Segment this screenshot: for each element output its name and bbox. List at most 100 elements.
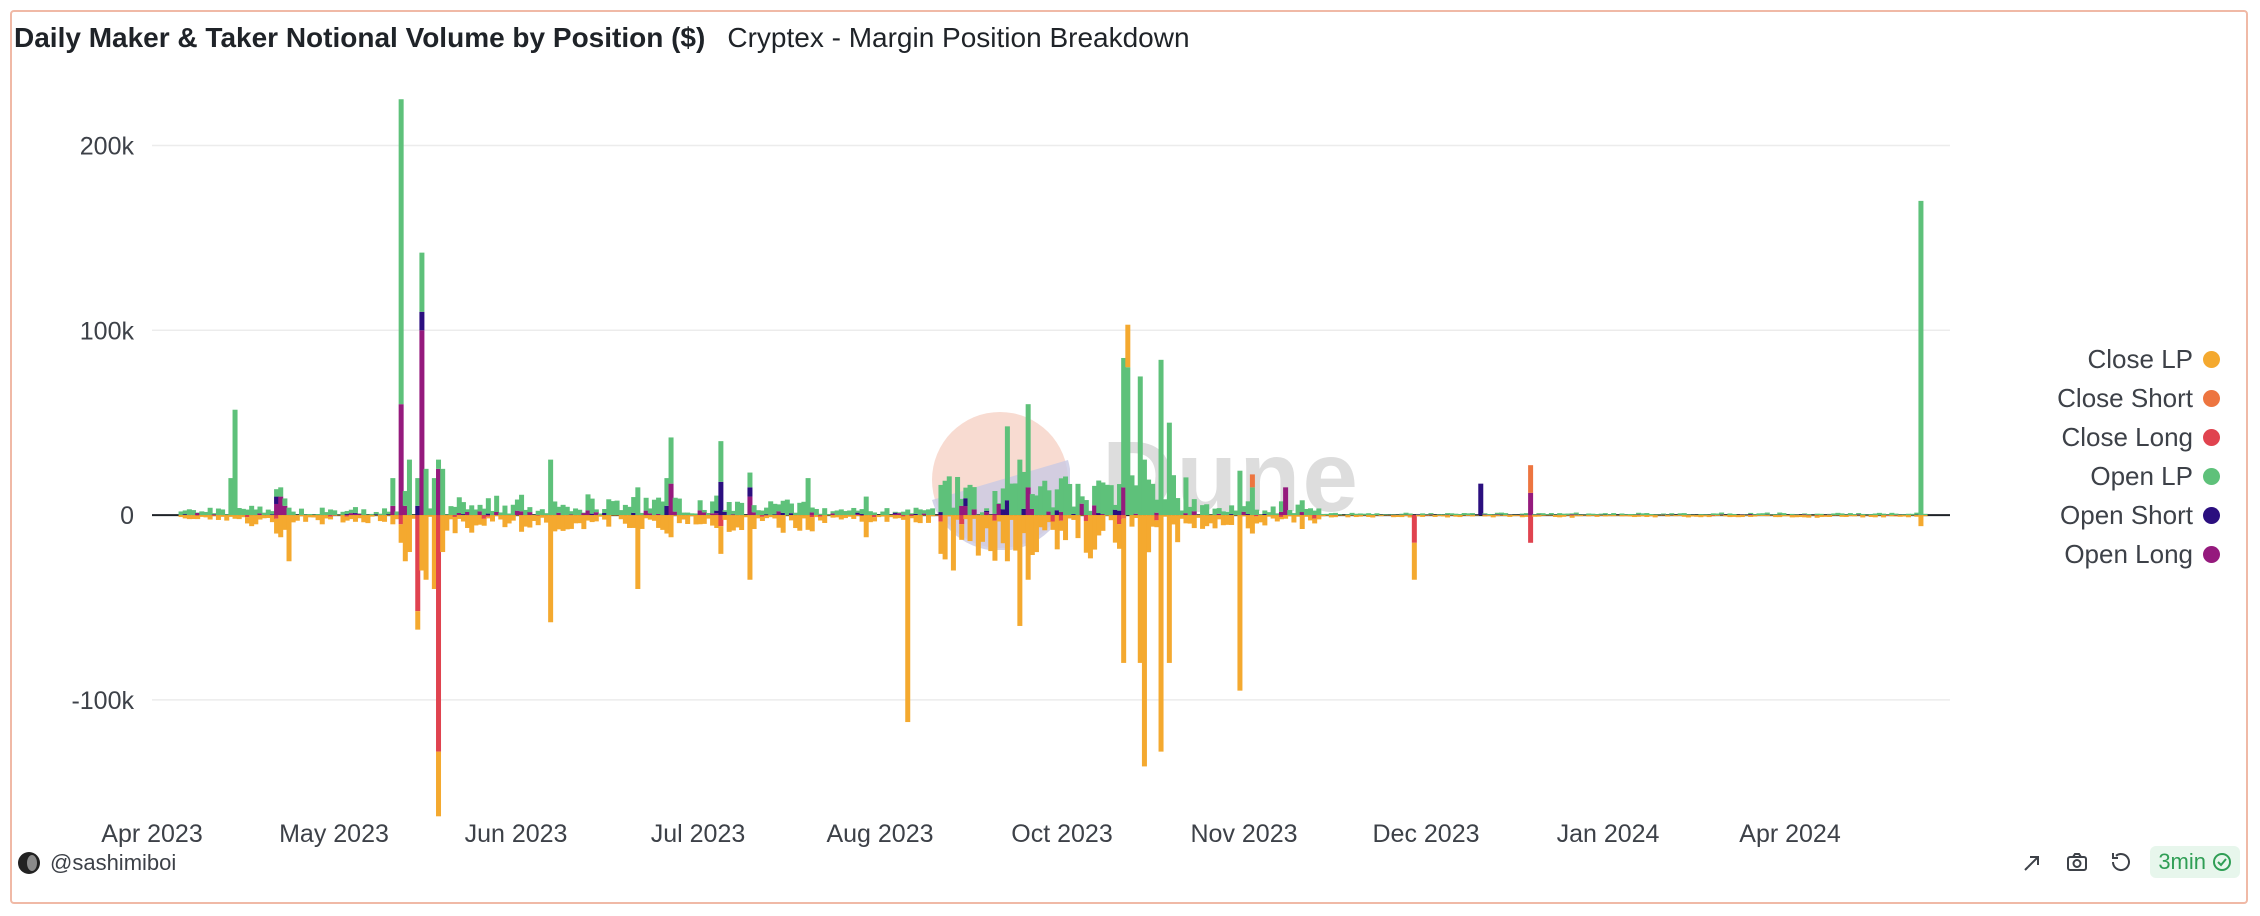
bar-open-lp [220,509,226,516]
bar-open-long [1856,514,1862,516]
x-tick-label: Nov 2023 [1190,820,1297,848]
bar-open-short [1415,514,1421,515]
bar-open-lp [1768,514,1774,515]
bar-close-lp [872,517,878,522]
bar-open-lp [1038,486,1044,516]
bar-close-lp [726,515,732,532]
bar-open-lp [1175,498,1181,516]
legend-item-open-short[interactable]: Open Short [1900,496,2220,535]
bar-close-lp [651,515,657,521]
bar-open-lp [979,512,985,516]
bar-open-lp [1332,512,1338,516]
bar-close-lp [1204,515,1210,527]
bar-close-lp [485,516,491,519]
bar-open-lp [610,501,616,516]
bar-close-lp [788,515,794,521]
bar-close-lp [1872,515,1878,518]
bar-close-lp [847,515,853,517]
bar-close-lp [1851,515,1857,517]
bar-open-lp [1191,499,1197,512]
camera-icon[interactable] [2062,847,2092,877]
bar-open-lp [585,494,591,511]
bar-close-lp [1914,515,1920,517]
bar-open-long [390,505,396,516]
bar-open-lp [1910,513,1916,516]
bar-close-lp [1905,515,1911,518]
bar-open-lp [224,514,230,516]
bar-open-long [1133,513,1139,516]
bar-open-lp [1486,514,1492,515]
author-handle[interactable]: @sashimiboi [50,850,177,875]
bar-open-lp [406,459,412,516]
bar-close-lp [423,515,429,580]
bar-close-lp [1170,515,1176,525]
legend-item-open-lp[interactable]: Open LP [1900,457,2220,496]
bar-open-lp [452,506,458,516]
bar-open-lp [1254,509,1260,516]
bar-open-lp [1183,477,1189,514]
bar-open-lp [996,503,1002,504]
bar-open-long [809,512,815,516]
bar-open-lp [178,511,184,516]
bar-close-lp [564,515,570,530]
bar-close-lp [1100,515,1106,531]
bar-open-lp [1739,514,1745,515]
legend-item-close-short[interactable]: Close Short [1900,379,2220,418]
bar-close-lp [705,515,711,519]
bar-close-lp [1141,515,1147,767]
bar-close-lp [386,515,392,516]
bar-open-lp [830,511,836,514]
bar-close-lp [1802,515,1808,518]
bar-open-lp [921,510,927,514]
bar-close-lp [1573,515,1579,517]
bar-open-lp [722,510,728,512]
bar-close-lp [685,515,691,525]
bar-close-lp [1893,515,1899,517]
bar-open-long [593,512,599,516]
bar-open-short [1096,513,1102,516]
bar-open-lp [730,510,736,515]
bar-open-short [1602,514,1608,516]
bar-close-lp [1897,515,1903,517]
bar-open-lp [1204,504,1210,516]
bar-open-lp [1756,513,1762,516]
bar-open-lp [1831,513,1837,516]
bar-close-long [1254,515,1260,517]
bar-open-long [1445,514,1451,516]
bar-close-lp [481,518,487,526]
legend-item-close-long[interactable]: Close Long [1900,418,2220,457]
bar-open-long [436,468,442,516]
bar-close-long [872,515,878,518]
bar-open-lp [1702,514,1708,516]
bar-close-lp [1507,515,1513,517]
bar-close-lp [822,515,828,523]
bar-close-lp [411,515,417,519]
bar-close-long [1814,515,1820,516]
bar-open-short [788,513,794,516]
bar-close-lp [1474,515,1480,516]
bar-open-lp [1519,513,1525,515]
refresh-icon[interactable] [2106,847,2136,877]
bar-open-lp [1141,459,1147,516]
bar-open-lp [1424,514,1430,516]
author-info[interactable]: @sashimiboi [18,850,176,876]
legend-item-close-lp[interactable]: Close LP [1900,340,2220,379]
bar-open-lp [377,513,383,516]
refresh-status-badge[interactable]: 3min [2150,846,2240,878]
bar-close-lp [577,515,583,524]
bar-open-lp [656,497,662,515]
bar-close-lp [1607,515,1613,517]
bar-open-short [1262,513,1268,516]
bar-close-lp [1291,515,1297,523]
bar-close-lp [1046,515,1052,523]
share-icon[interactable] [2018,847,2048,877]
bar-open-lp [1216,508,1222,514]
bar-close-lp [469,515,475,533]
bar-close-lp [1918,515,1924,527]
x-tick-label: Jun 2023 [465,820,568,848]
bar-open-lp [1133,485,1139,514]
legend-item-open-long[interactable]: Open Long [1900,535,2220,574]
bar-open-lp [955,476,961,516]
bar-open-long [1058,512,1064,516]
bar-open-lp [232,409,238,516]
